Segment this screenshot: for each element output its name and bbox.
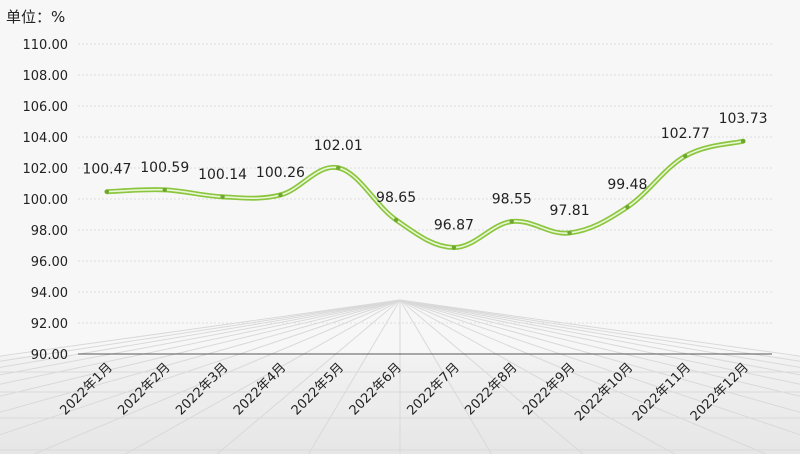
y-tick-label: 96.00	[31, 255, 68, 270]
unit-label: 单位：%	[6, 8, 65, 26]
floor-perspective-grid	[0, 299, 800, 454]
floor-line	[399, 299, 800, 436]
floor-line	[32, 299, 401, 454]
y-tick-label: 92.00	[31, 317, 68, 332]
data-point	[220, 194, 225, 200]
data-points	[104, 138, 746, 250]
data-point	[104, 189, 110, 194]
floor-line	[0, 299, 401, 376]
data-point	[509, 219, 514, 224]
data-point	[625, 204, 630, 210]
floor-line	[399, 299, 800, 385]
y-tick-label: 100.00	[23, 193, 69, 208]
floor-line	[216, 299, 401, 454]
floor-line	[399, 299, 800, 413]
data-label: 100.14	[198, 167, 247, 183]
y-tick-label: 106.00	[23, 100, 69, 115]
floor-line	[399, 299, 800, 357]
data-label: 102.77	[661, 126, 710, 142]
floor-line	[0, 299, 401, 436]
floor-line	[0, 299, 401, 413]
floor-line	[399, 299, 800, 397]
y-tick-label: 102.00	[23, 162, 69, 177]
data-point	[451, 245, 457, 250]
data-point	[393, 217, 399, 223]
data-label: 97.81	[550, 203, 590, 219]
floor-line	[399, 299, 493, 454]
floor-line	[399, 299, 800, 362]
floor-line	[0, 299, 401, 357]
data-point	[683, 153, 688, 159]
data-point	[740, 138, 746, 144]
data-point	[278, 192, 283, 198]
y-tick-label: 108.00	[23, 69, 69, 84]
data-label: 103.73	[719, 111, 768, 127]
data-point	[567, 230, 572, 236]
data-point	[336, 165, 341, 171]
floor-line	[0, 299, 401, 385]
y-tick-label: 98.00	[31, 224, 68, 239]
floor-line	[0, 299, 401, 362]
floor-line	[399, 299, 800, 368]
data-label: 100.47	[82, 162, 131, 178]
floor-line	[307, 299, 401, 454]
floor-line	[399, 299, 768, 454]
floor-line	[399, 299, 676, 454]
data-label: 96.87	[434, 218, 474, 234]
floor-line	[0, 299, 401, 397]
data-label: 100.59	[140, 160, 189, 176]
y-tick-label: 90.00	[31, 348, 68, 363]
data-label: 98.55	[492, 191, 532, 207]
data-labels: 100.47 100.59 100.14 100.26 102.01 98.65 96.87…	[82, 111, 767, 233]
y-tick-label: 94.00	[31, 286, 68, 301]
floor-line	[0, 299, 401, 368]
data-label: 98.65	[376, 190, 416, 206]
y-tick-label: 104.00	[23, 131, 69, 146]
y-tick-label: 110.00	[23, 38, 69, 53]
floor-line	[399, 299, 800, 376]
floor-line	[399, 299, 584, 454]
data-label: 102.01	[314, 138, 363, 154]
y-axis-ticks: 90.00 92.00 94.00 96.00 98.00 100.00 102.00 104…	[23, 38, 69, 363]
data-label: 100.26	[256, 165, 305, 181]
floor-line	[124, 299, 401, 454]
data-label: 99.48	[607, 177, 647, 193]
data-point	[162, 187, 167, 193]
